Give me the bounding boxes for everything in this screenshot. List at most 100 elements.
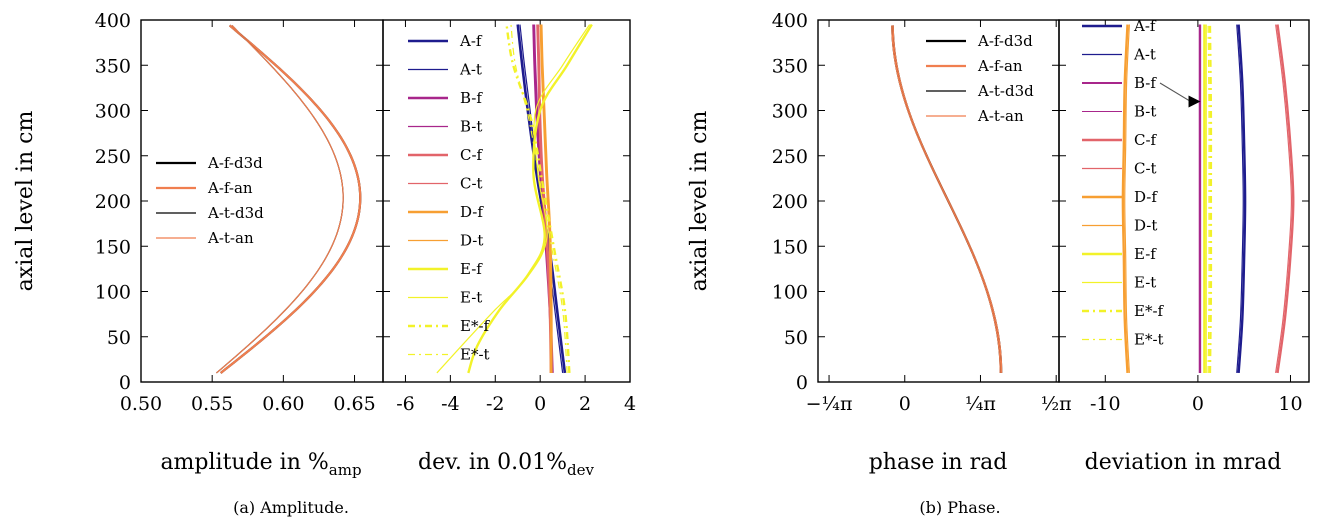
amp-ytick-label: 250 [95,146,131,168]
phdev-arrow-head [1188,95,1201,108]
phase-xlabel: phase in rad [869,450,1008,475]
phase-xtick-label: −¼π [806,393,853,415]
dev-series-e-f [467,23,593,374]
phdev-series-estar-f [1208,24,1213,373]
dev-legend-label: D-f [460,203,484,221]
phdev-frame [1058,19,1310,383]
dev-legend-label: C-t [460,175,483,193]
dev-series-e-t [436,24,591,374]
dev-xtick-label: -6 [396,393,415,415]
phdev-legend-label: E*-f [1134,302,1165,320]
amp-ylabel: axial level in cm [13,111,38,292]
amp-xtick-label: 0.60 [262,393,304,415]
amp-legend-label: A-t-d3d [207,204,264,222]
phdev-series-a-t [1236,24,1244,373]
phdev-legend-label: D-f [1134,188,1158,206]
amp-ytick-label: 100 [95,282,131,304]
phdev-legend-label: E-t [1134,274,1156,292]
phase-ytick-label: 400 [772,10,808,32]
dev-legend: A-f A-t B-f B-t C-f C-t D-f D-t E-f E-t E*-f E*-t [408,32,491,364]
amp-ytick-label: 150 [95,236,131,258]
dev-series-group [436,23,593,374]
amp-series-a-t-d3d [216,25,344,374]
phase-ytick-label: 200 [772,191,808,213]
amp-ytick-label: 0 [119,372,131,394]
phdev-legend-label: D-t [1134,217,1157,235]
phase-series-group [891,25,1003,373]
phdev-series-c-f [1276,24,1295,374]
phase-series-a-t-an [892,25,1001,373]
phase-ytick-label: 250 [772,146,808,168]
amp-ytick-label: 400 [95,10,131,32]
dev-series-d-t [539,24,551,373]
dev-series-d-f [540,24,553,373]
amp-ytick-label: 200 [95,191,131,213]
dev-legend-label: C-f [460,146,484,164]
dev-legend-label: E*-f [460,317,491,335]
caption-a: (a) Amplitude. [233,498,349,517]
dev-xtick-label: -4 [441,393,460,415]
dev-xlabel-sub: dev [567,461,594,479]
amp-legend-label: A-t-an [207,229,254,247]
dev-legend-label: E*-t [460,346,490,364]
dev-legend-label: B-f [460,89,483,107]
phdev-legend: A-f A-t B-f B-t C-f C-t D-f D-t E-f E-t E*-f E*-t [1082,17,1165,349]
phase-frame [817,19,1060,383]
phase-ytick-label: 50 [784,327,808,349]
phase-xtick-label: ¼π [965,393,996,415]
phdev-arrow-line [1159,82,1191,102]
dev-series-estar-t [510,24,568,373]
phdev-series-d-t [1124,24,1130,373]
dev-series-c-t [536,24,551,373]
phdev-legend-label: E*-t [1134,331,1164,349]
amp-xtick-label: 0.50 [120,393,162,415]
phase-legend: A-f-d3d A-f-an A-t-d3d A-t-an [926,32,1034,125]
phase-legend-label: A-f-d3d [977,32,1033,50]
amp-ytick-label: 50 [107,327,131,349]
dev-xtick-label: 0 [534,393,546,415]
phdev-series-c-t [1275,24,1293,374]
amp-legend-label: A-f-an [207,179,253,197]
dev-legend-label: B-t [460,118,482,136]
dev-xtick-label: -2 [486,393,505,415]
dev-legend-label: E-t [460,289,482,307]
amp-xtick-label: 0.55 [191,393,233,415]
phase-xtick-label: 0 [899,393,911,415]
phase-legend-label: A-t-an [977,107,1024,125]
dev-xlabel: dev. in 0.01%dev [418,450,594,479]
amp-frame [140,19,384,383]
dev-series-estar-f [505,24,571,374]
caption-b: (b) Phase. [919,498,1000,517]
phdev-legend-label: C-f [1134,131,1158,149]
phase-xtick-label: ½π [1041,393,1072,415]
dev-series-a-t [519,24,564,374]
amp-series-group [216,24,362,374]
amp-series-a-f-an [220,24,362,374]
phase-legend-label: A-f-an [977,57,1023,75]
dev-legend-label: A-t [459,61,482,79]
phase-ylabel: axial level in cm [687,111,712,292]
phase-ytick-label: 100 [772,282,808,304]
phdev-series-d-f [1121,24,1129,374]
phdev-series-group [1121,24,1295,374]
dev-frame [382,19,631,383]
phase-ytick-label: 350 [772,55,808,77]
phase-ytick-label: 150 [772,236,808,258]
phase-ytick-label: 300 [772,101,808,123]
amp-xlabel-sub: amp [329,461,362,479]
dev-xtick-label: 2 [579,393,591,415]
phdev-legend-label: B-f [1134,74,1157,92]
dev-legend-label: D-t [460,232,483,250]
amp-xtick-label: 0.65 [333,393,375,415]
amp-legend-label: A-f-d3d [207,154,263,172]
dev-xtick-label: 4 [624,393,636,415]
phdev-series-a-f [1237,24,1247,374]
amp-xlabel: amplitude in %amp [160,450,361,479]
phdev-series-estar-t [1207,24,1210,373]
amp-series-a-t-an [216,25,344,374]
phdev-legend-label: C-t [1134,160,1157,178]
phdev-legend-label: B-t [1134,103,1156,121]
phdev-legend-label: A-t [1133,46,1156,64]
phdev-xtick-label: 10 [1278,393,1302,415]
